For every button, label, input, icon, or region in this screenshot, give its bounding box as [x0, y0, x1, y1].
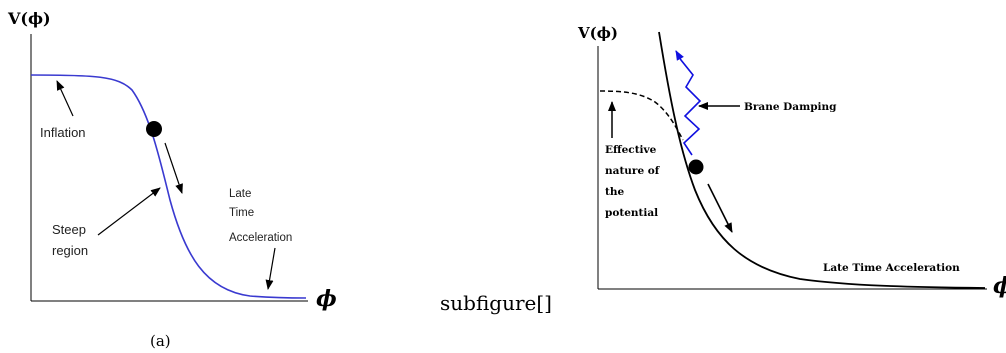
steep-label-line1: Steep	[52, 222, 86, 237]
brane-damping-zigzag	[675, 50, 702, 156]
right-x-axis-label: ϕ	[993, 273, 1006, 299]
left-x-axis-label: ϕ	[316, 286, 337, 312]
late-label-line1: Late	[229, 188, 251, 200]
effective-label-line4: potential	[605, 207, 658, 219]
right-potential-curve	[658, 31, 986, 289]
effective-label-line2: nature of	[605, 165, 661, 177]
left-ball-arrow	[164, 142, 183, 194]
steep-label-line2: region	[52, 243, 88, 258]
right-y-axis-label: V(ϕ)	[577, 24, 618, 42]
left-y-axis-label: V(ϕ)	[7, 9, 51, 28]
right-ball-arrow	[707, 183, 733, 233]
left-potential-curve	[30, 74, 307, 299]
steep-arrow	[97, 187, 161, 236]
left-ball	[146, 121, 162, 137]
late-time-acceleration-label: Late Time Acceleration	[823, 262, 960, 274]
late-label-line2: Time	[229, 207, 254, 219]
brane-damping-label: Brane Damping	[744, 101, 837, 113]
left-panel: V(ϕ) ϕ Inflation Steep region Late Time …	[7, 9, 337, 350]
late-arrow	[265, 247, 276, 290]
right-ball	[688, 159, 704, 175]
subfigure-text: subfigure[]	[440, 291, 552, 315]
late-label-line3: Acceleration	[229, 232, 292, 244]
left-caption: (a)	[150, 332, 171, 350]
effective-label-line1: Effective	[605, 144, 657, 156]
effective-label-line3: the	[605, 186, 624, 198]
inflation-label: Inflation	[40, 125, 86, 140]
right-panel: V(ϕ) ϕ Brane Damping Effective nature of…	[577, 24, 1006, 299]
inflation-arrow	[56, 80, 74, 117]
